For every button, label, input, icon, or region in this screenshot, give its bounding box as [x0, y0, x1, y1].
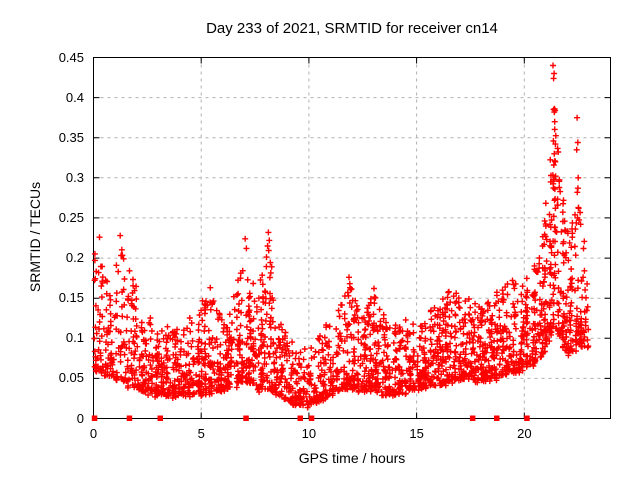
x-tick-label: 20 — [517, 426, 532, 441]
zero-value-point — [243, 415, 249, 421]
x-tick-label: 10 — [301, 426, 317, 441]
zero-value-point — [157, 415, 163, 421]
zero-value-point — [494, 415, 500, 421]
y-tick-label: 0.2 — [65, 250, 84, 266]
zero-value-point — [91, 415, 98, 421]
zero-value-point — [469, 415, 476, 421]
y-tick-label: 0.3 — [65, 169, 84, 185]
y-tick-label: 0.1 — [65, 330, 84, 346]
y-axis-title: SRMTID / TECUs — [27, 181, 43, 293]
zero-value-markers — [91, 415, 530, 421]
x-tick-label: 15 — [409, 426, 424, 441]
y-tick-label: 0.15 — [58, 290, 84, 306]
y-tick-label: 0.25 — [58, 209, 84, 225]
y-tick-label: 0 — [76, 410, 84, 426]
x-tick-label: 5 — [197, 426, 205, 441]
zero-value-point — [524, 415, 530, 421]
plot-border — [93, 57, 611, 419]
scatter-series — [91, 62, 592, 411]
y-tick-label: 0.35 — [58, 129, 84, 145]
x-axis-title: GPS time / hours — [298, 450, 406, 466]
chart-title: Day 233 of 2021, SRMTID for receiver cn1… — [206, 20, 498, 37]
zero-value-point — [126, 415, 133, 421]
y-tick-label: 0.45 — [58, 49, 84, 65]
zero-value-point — [308, 415, 315, 421]
x-tick-label: 0 — [89, 426, 98, 441]
zero-value-point — [297, 415, 303, 421]
y-tick-label: 0.05 — [58, 370, 84, 386]
y-tick-label: 0.4 — [65, 89, 84, 105]
